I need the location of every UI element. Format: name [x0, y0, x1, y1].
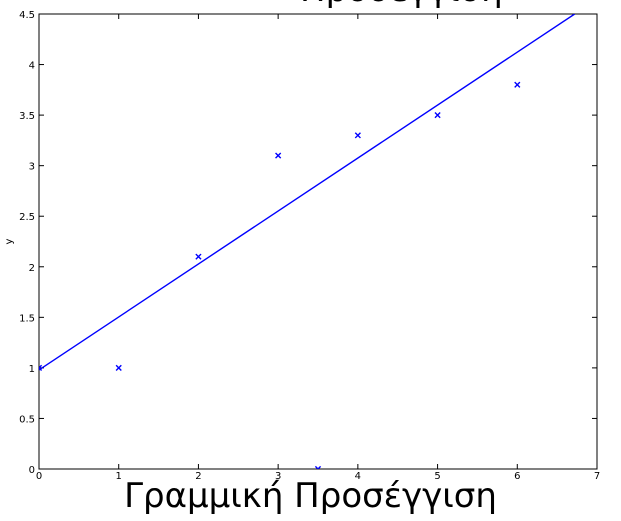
- data-point: [514, 81, 521, 88]
- cropped-title-fragment: Προσέγγιση: [300, 0, 621, 12]
- data-point: [354, 132, 361, 139]
- x-tick-label: 0: [36, 471, 42, 482]
- data-point: [115, 364, 122, 371]
- data-point: [195, 253, 202, 260]
- data-point: [39, 364, 43, 371]
- x-tick-label: 2: [195, 471, 201, 482]
- y-tick-label: 0.5: [19, 414, 35, 425]
- y-tick-label: 2: [29, 263, 35, 274]
- caption: Γραμμική Προσέγγιση: [124, 476, 497, 516]
- y-tick-label: 3: [29, 162, 35, 173]
- data-point: [434, 112, 441, 119]
- y-tick-label: 0: [29, 465, 35, 476]
- x-tick-label: 6: [514, 471, 520, 482]
- x-tick-label: 4: [355, 471, 361, 482]
- x-tick-label: 7: [594, 471, 600, 482]
- y-tick-label: 4.5: [19, 10, 35, 21]
- data-point: [314, 465, 322, 469]
- y-tick-label: 3.5: [19, 111, 35, 122]
- x-tick-label: 1: [116, 471, 122, 482]
- data-point: [275, 152, 282, 159]
- x-tick-label: 5: [434, 471, 440, 482]
- y-tick-label: 2.5: [19, 212, 35, 223]
- fit-line: [39, 14, 576, 371]
- y-tick-label: 4: [29, 61, 35, 72]
- y-tick-label: 1.5: [19, 313, 35, 324]
- x-tick-label: 3: [275, 471, 281, 482]
- plot-area: [38, 13, 598, 470]
- y-tick-label: 1: [29, 364, 35, 375]
- y-axis-label: y: [4, 238, 15, 244]
